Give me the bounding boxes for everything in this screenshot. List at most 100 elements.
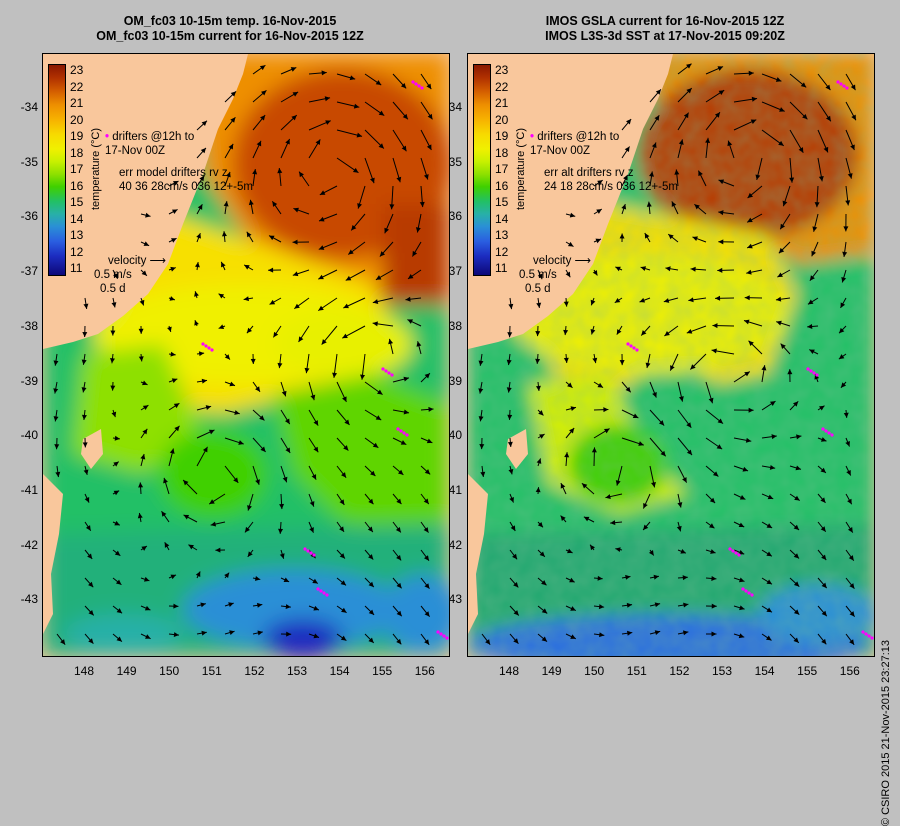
drifter-point	[306, 549, 309, 552]
lon-label: 154	[325, 664, 355, 678]
right-panel-title: IMOS GSLA current for 16-Nov-2015 12Z IM…	[455, 14, 875, 44]
drifter-point	[750, 593, 753, 596]
drifter-point	[734, 551, 737, 554]
colorbar-tick: 20	[495, 114, 508, 126]
drifter-point	[731, 549, 734, 552]
left-title-line1: OM_fc03 10-15m temp. 16-Nov-2015	[20, 14, 440, 29]
drifter-point	[861, 630, 864, 633]
lon-label: 154	[750, 664, 780, 678]
drifter-point	[399, 429, 402, 432]
colorbar-tick: 16	[70, 180, 83, 192]
drifter-point	[864, 632, 867, 635]
drifter-point	[827, 431, 830, 434]
drifter-point	[420, 86, 423, 89]
drifter-point	[316, 587, 319, 590]
lat-label: -42	[0, 538, 38, 552]
drifter-point	[411, 80, 414, 83]
colorbar-tick: 16	[495, 180, 508, 192]
drifter-point	[815, 373, 818, 376]
lat-label: -41	[0, 483, 38, 497]
left-panel-title: OM_fc03 10-15m temp. 16-Nov-2015 OM_fc03…	[20, 14, 440, 44]
drifter-point	[405, 433, 408, 436]
credit-text: © CSIRO 2015 21-Nov-2015 23:27:13	[880, 640, 892, 826]
drifter-point	[824, 429, 827, 432]
colorbar-tick: 20	[70, 114, 83, 126]
drifter-point	[207, 346, 210, 349]
lon-label: 153	[707, 664, 737, 678]
right-title-line1: IMOS GSLA current for 16-Nov-2015 12Z	[455, 14, 875, 29]
colorbar-tick: 19	[70, 130, 83, 142]
lat-label: -39	[0, 374, 38, 388]
colorbar-tick: 11	[495, 262, 507, 274]
drifter-point	[390, 373, 393, 376]
colorbar-tick: 17	[70, 163, 83, 175]
lon-label: 153	[282, 664, 312, 678]
lon-label: 152	[664, 664, 694, 678]
left-legend-drifters: • drifters @12h to 17-Nov 00Z	[105, 130, 194, 158]
lat-label: -43	[0, 592, 38, 606]
drifter-point	[812, 371, 815, 374]
colorbar-tick: 17	[495, 163, 508, 175]
drifter-point	[744, 589, 747, 592]
colorbar-tick: 15	[70, 196, 83, 208]
right-colorbar-gradient	[473, 64, 491, 276]
drifter-point	[842, 84, 845, 87]
drifter-point	[635, 348, 638, 351]
drifter-point	[414, 82, 417, 85]
drifter-point	[396, 427, 399, 430]
right-legend-err: err alt drifters rv z 24 18 28cm/s 036 1…	[544, 166, 678, 194]
lon-label: 149	[537, 664, 567, 678]
drifter-point	[312, 553, 315, 556]
left-colorbar-label: temperature (°C)	[90, 128, 102, 210]
lat-label: -37	[0, 264, 38, 278]
left-colorbar-gradient	[48, 64, 66, 276]
colorbar-tick: 12	[495, 246, 508, 258]
colorbar-tick: 13	[495, 229, 508, 241]
colorbar-tick: 13	[70, 229, 83, 241]
left-title-line2: OM_fc03 10-15m current for 16-Nov-2015 1…	[20, 29, 440, 44]
drifter-point	[830, 433, 833, 436]
colorbar-tick: 23	[70, 64, 83, 76]
drifter-point	[821, 427, 824, 430]
drifter-point	[319, 589, 322, 592]
lat-label: -34	[0, 100, 38, 114]
drifter-point	[747, 591, 750, 594]
lat-label: -35	[0, 155, 38, 169]
lon-label: 152	[239, 664, 269, 678]
colorbar-tick: 11	[70, 262, 82, 274]
lon-label: 149	[112, 664, 142, 678]
drifter-point	[836, 80, 839, 83]
drifter-point	[728, 547, 731, 550]
drifter-point	[309, 551, 312, 554]
drifter-point	[806, 367, 809, 370]
lat-label: -36	[0, 209, 38, 223]
colorbar-tick: 21	[495, 97, 508, 109]
drifter-point	[632, 346, 635, 349]
lon-label: 155	[367, 664, 397, 678]
right-title-line2: IMOS L3S-3d SST at 17-Nov-2015 09:20Z	[455, 29, 875, 44]
colorbar-tick: 12	[70, 246, 83, 258]
lon-label: 156	[835, 664, 865, 678]
drifter-point	[322, 591, 325, 594]
drifter-point	[381, 367, 384, 370]
drifter-point	[629, 344, 632, 347]
lon-label: 155	[792, 664, 822, 678]
left-legend-err: err model drifters rv z 40 36 28cm/s 036…	[119, 166, 253, 194]
colorbar-tick: 14	[495, 213, 508, 225]
lon-label: 150	[579, 664, 609, 678]
drifter-point	[839, 82, 842, 85]
left-legend-velocity: velocity ⟶ 0.5 m/s 0.5 d	[108, 254, 166, 296]
drifter-point	[741, 587, 744, 590]
drifter-point	[809, 369, 812, 372]
colorbar-tick: 23	[495, 64, 508, 76]
lon-label: 148	[494, 664, 524, 678]
lat-label: -38	[0, 319, 38, 333]
drifter-point	[303, 547, 306, 550]
colorbar-tick: 18	[495, 147, 508, 159]
right-colorbar-label: temperature (°C)	[515, 128, 527, 210]
lon-label: 151	[622, 664, 652, 678]
colorbar-tick: 21	[70, 97, 83, 109]
drifter-point	[325, 593, 328, 596]
